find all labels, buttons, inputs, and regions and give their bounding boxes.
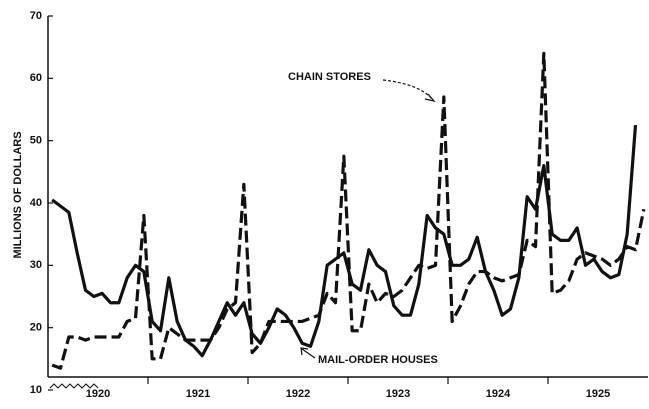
x-tick-label: 1923 xyxy=(386,388,410,400)
annotation-arrowhead xyxy=(300,347,309,356)
y-tick-label: 20 xyxy=(30,322,42,334)
y-tick-label: 50 xyxy=(30,135,42,147)
axis-break xyxy=(49,383,99,389)
x-tick-label: 1921 xyxy=(186,388,210,400)
x-tick-label: 1922 xyxy=(286,388,310,400)
y-tick-label: 40 xyxy=(30,197,42,209)
series-line xyxy=(51,51,646,370)
x-tick-label: 1920 xyxy=(86,388,110,400)
x-tick-label: 1925 xyxy=(586,388,610,400)
annotation-arrow xyxy=(301,348,316,359)
annotation-arrowhead xyxy=(424,93,436,102)
annotation: CHAIN STORES xyxy=(288,71,371,83)
y-axis-label: MILLIONS OF DOLLARS xyxy=(12,131,24,258)
annotation: MAIL-ORDER HOUSES xyxy=(318,354,438,366)
y-tick-label: 30 xyxy=(30,259,42,271)
y-tick-label: 60 xyxy=(30,72,42,84)
x-tick-label: 1924 xyxy=(486,388,511,400)
annotation-arrow xyxy=(382,79,434,101)
y-tick-label: 70 xyxy=(30,10,42,22)
y-tick-label: 10 xyxy=(30,384,42,396)
